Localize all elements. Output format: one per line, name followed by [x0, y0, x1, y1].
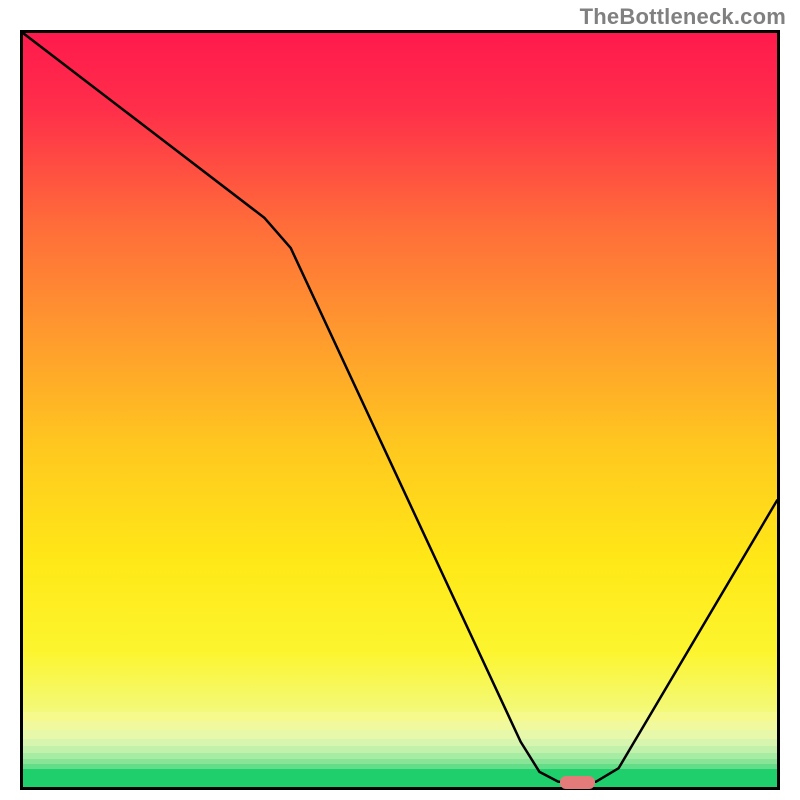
- bottleneck-curve: [23, 33, 777, 782]
- optimal-marker: [560, 776, 595, 788]
- plot-area: [20, 30, 780, 790]
- watermark-text: TheBottleneck.com: [580, 4, 786, 30]
- chart-container: TheBottleneck.com: [0, 0, 800, 800]
- curve-svg: [23, 33, 777, 787]
